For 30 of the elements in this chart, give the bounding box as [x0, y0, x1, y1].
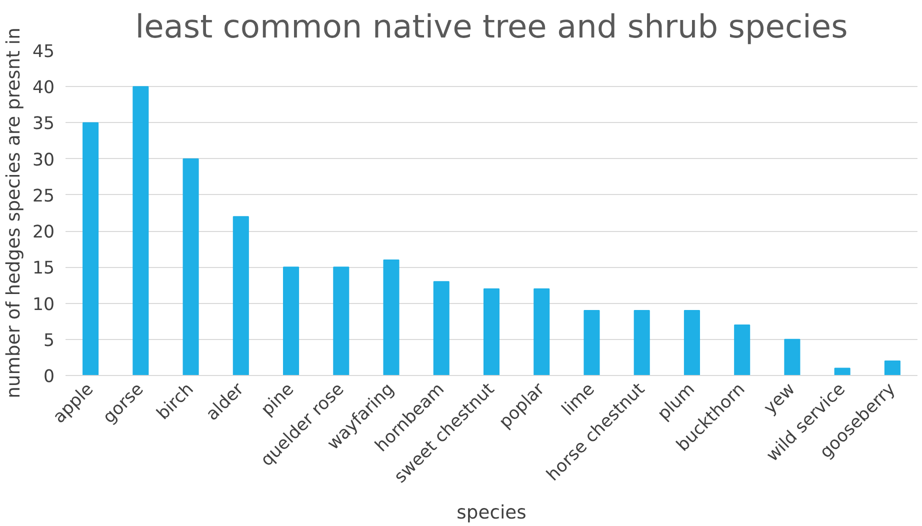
bar	[232, 216, 249, 376]
bar	[483, 288, 500, 376]
bar	[634, 310, 650, 376]
y-axis-title: number of hedges species are presnt in	[3, 28, 24, 398]
bar	[182, 158, 199, 376]
bar	[534, 288, 550, 376]
bar	[834, 368, 850, 376]
bar	[784, 338, 800, 376]
bar	[884, 360, 900, 376]
bar	[383, 259, 400, 376]
bar	[82, 122, 99, 376]
bar	[684, 310, 700, 376]
y-tick-label: 20	[32, 222, 55, 243]
y-tick-label: 45	[32, 42, 55, 62]
y-tick-label: 30	[32, 150, 55, 170]
chart-title: least common native tree and shrub species	[135, 8, 848, 46]
y-tick-label: 0	[43, 367, 55, 387]
y-tick-label: 15	[32, 258, 55, 279]
bar	[433, 281, 450, 376]
bar	[584, 310, 600, 376]
bar	[283, 266, 300, 376]
y-tick-label: 25	[32, 186, 55, 206]
bar	[734, 324, 750, 376]
x-axis-title: species	[456, 502, 526, 524]
y-tick-label: 35	[32, 114, 55, 134]
y-tick-label: 40	[32, 78, 55, 98]
bar	[132, 86, 149, 376]
bar	[333, 266, 350, 376]
y-tick-label: 5	[43, 330, 55, 351]
y-tick-label: 10	[32, 294, 55, 315]
